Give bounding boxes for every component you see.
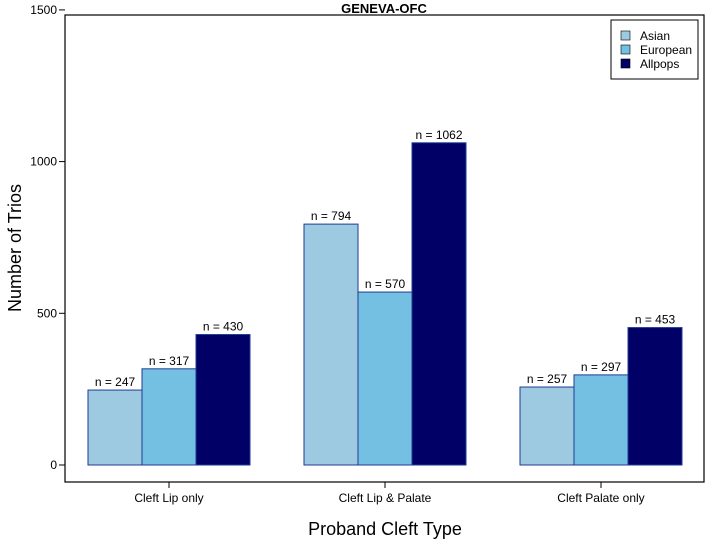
bar-european [573,374,629,466]
data-label: n = 1062 [415,128,462,142]
data-labels-group: n = 247 n = 317 n = 430 n = 794 n = 570 n = 1… [95,128,676,389]
y-tick-label: 0 [50,458,57,472]
y-tick-label: 500 [37,306,57,320]
x-axis: Cleft Lip only Cleft Lip & Palate Cleft Pa… [134,482,645,505]
data-label: n = 257 [527,372,568,386]
y-tick-label: 1500 [30,3,57,17]
legend-label-asian: Asian [640,29,670,43]
legend-swatch-european [620,44,631,55]
bar-allpops [411,142,467,466]
bar-european [141,368,197,466]
data-label: n = 570 [365,277,406,291]
legend-swatch-allpops [620,58,631,69]
x-axis-title: Proband Cleft Type [308,519,462,539]
data-label: n = 794 [311,209,352,223]
x-tick-label: Cleft Lip only [134,491,203,505]
chart-title: GENEVA-OFC [341,1,427,16]
x-tick-label: Cleft Lip & Palate [339,491,432,505]
x-tick-label: Cleft Palate only [557,491,644,505]
bar-allpops [627,327,683,466]
bar-allpops [195,334,251,466]
bars-group [87,142,683,466]
data-label: n = 317 [149,354,190,368]
y-axis-title: Number of Trios [5,184,25,312]
data-label: n = 297 [581,360,622,374]
legend-label-allpops: Allpops [640,57,679,71]
y-axis: 05001000150020002500 [30,3,65,472]
bar-asian [519,386,575,466]
legend-swatch-asian [620,30,631,41]
bar-asian [303,223,359,466]
legend-label-european: European [640,43,692,57]
data-label: n = 430 [203,320,244,334]
data-label: n = 453 [635,313,676,327]
legend: Asian European Allpops [610,19,699,80]
data-label: n = 247 [95,375,136,389]
bar-asian [87,389,143,466]
bar-european [357,291,413,466]
y-tick-label: 1000 [30,155,57,169]
